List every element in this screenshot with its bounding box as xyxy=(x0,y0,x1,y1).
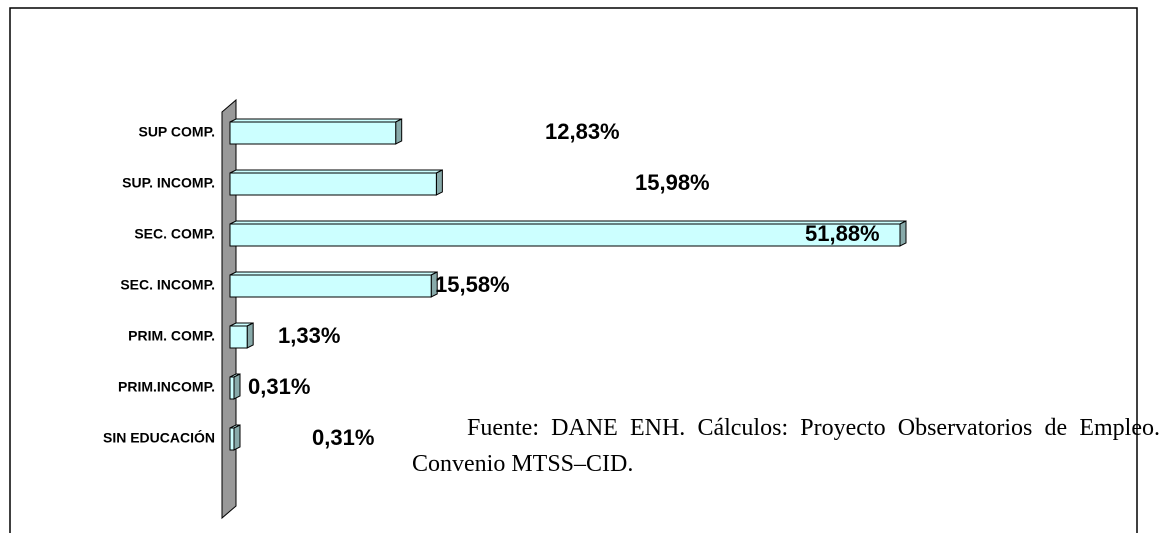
value-label: 0,31% xyxy=(248,374,310,399)
category-label: PRIM. COMP. xyxy=(128,328,215,344)
value-label: 12,83% xyxy=(545,119,620,144)
bar xyxy=(229,223,901,247)
bar-side xyxy=(233,373,241,400)
bar xyxy=(229,376,235,400)
value-label: 15,98% xyxy=(635,170,710,195)
bar xyxy=(229,172,437,196)
axis-wall xyxy=(221,98,237,520)
category-label: SEC. INCOMP. xyxy=(120,277,215,293)
bar-side xyxy=(435,169,443,196)
category-label: SUP. INCOMP. xyxy=(122,175,215,191)
bar-side xyxy=(233,424,241,451)
category-label: SUP COMP. xyxy=(138,124,215,140)
value-label: 51,88% xyxy=(805,221,880,246)
bar xyxy=(229,427,235,451)
bar-side xyxy=(246,322,254,349)
value-label: 1,33% xyxy=(278,323,340,348)
bar-side xyxy=(899,220,907,247)
bar xyxy=(229,325,248,349)
value-label: 15,58% xyxy=(435,272,510,297)
bar-side xyxy=(395,118,403,145)
frame xyxy=(9,7,1138,533)
value-label: 0,31% xyxy=(312,425,374,450)
category-label: PRIM.INCOMP. xyxy=(118,379,215,395)
source-note: Fuente: DANE ENH. Cálculos: Proyecto Obs… xyxy=(412,415,1160,477)
bar xyxy=(229,274,432,298)
category-label: SIN EDUCACIÓN xyxy=(103,429,215,446)
bar xyxy=(229,121,397,145)
category-label: SEC. COMP. xyxy=(134,226,215,242)
